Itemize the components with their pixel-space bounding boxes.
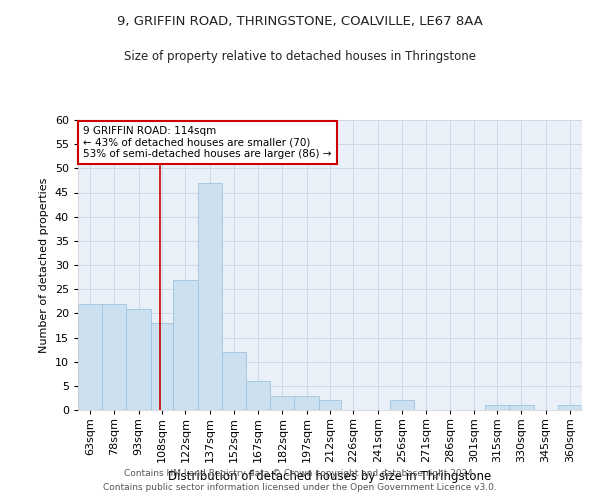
Text: 9, GRIFFIN ROAD, THRINGSTONE, COALVILLE, LE67 8AA: 9, GRIFFIN ROAD, THRINGSTONE, COALVILLE,… <box>117 15 483 28</box>
Bar <box>246 381 270 410</box>
Bar <box>151 323 173 410</box>
Y-axis label: Number of detached properties: Number of detached properties <box>39 178 49 352</box>
Text: Contains HM Land Registry data © Crown copyright and database right 2024.: Contains HM Land Registry data © Crown c… <box>124 468 476 477</box>
Bar <box>295 396 319 410</box>
Bar <box>102 304 127 410</box>
Bar <box>485 405 509 410</box>
Bar <box>127 308 151 410</box>
Bar <box>319 400 341 410</box>
Bar <box>558 405 582 410</box>
Bar <box>390 400 414 410</box>
Bar <box>197 183 222 410</box>
Text: Contains public sector information licensed under the Open Government Licence v3: Contains public sector information licen… <box>103 484 497 492</box>
Bar <box>270 396 295 410</box>
Bar <box>173 280 197 410</box>
Text: 9 GRIFFIN ROAD: 114sqm
← 43% of detached houses are smaller (70)
53% of semi-det: 9 GRIFFIN ROAD: 114sqm ← 43% of detached… <box>83 126 332 159</box>
Bar <box>78 304 102 410</box>
Text: Size of property relative to detached houses in Thringstone: Size of property relative to detached ho… <box>124 50 476 63</box>
Bar <box>222 352 246 410</box>
X-axis label: Distribution of detached houses by size in Thringstone: Distribution of detached houses by size … <box>169 470 491 484</box>
Bar <box>509 405 533 410</box>
